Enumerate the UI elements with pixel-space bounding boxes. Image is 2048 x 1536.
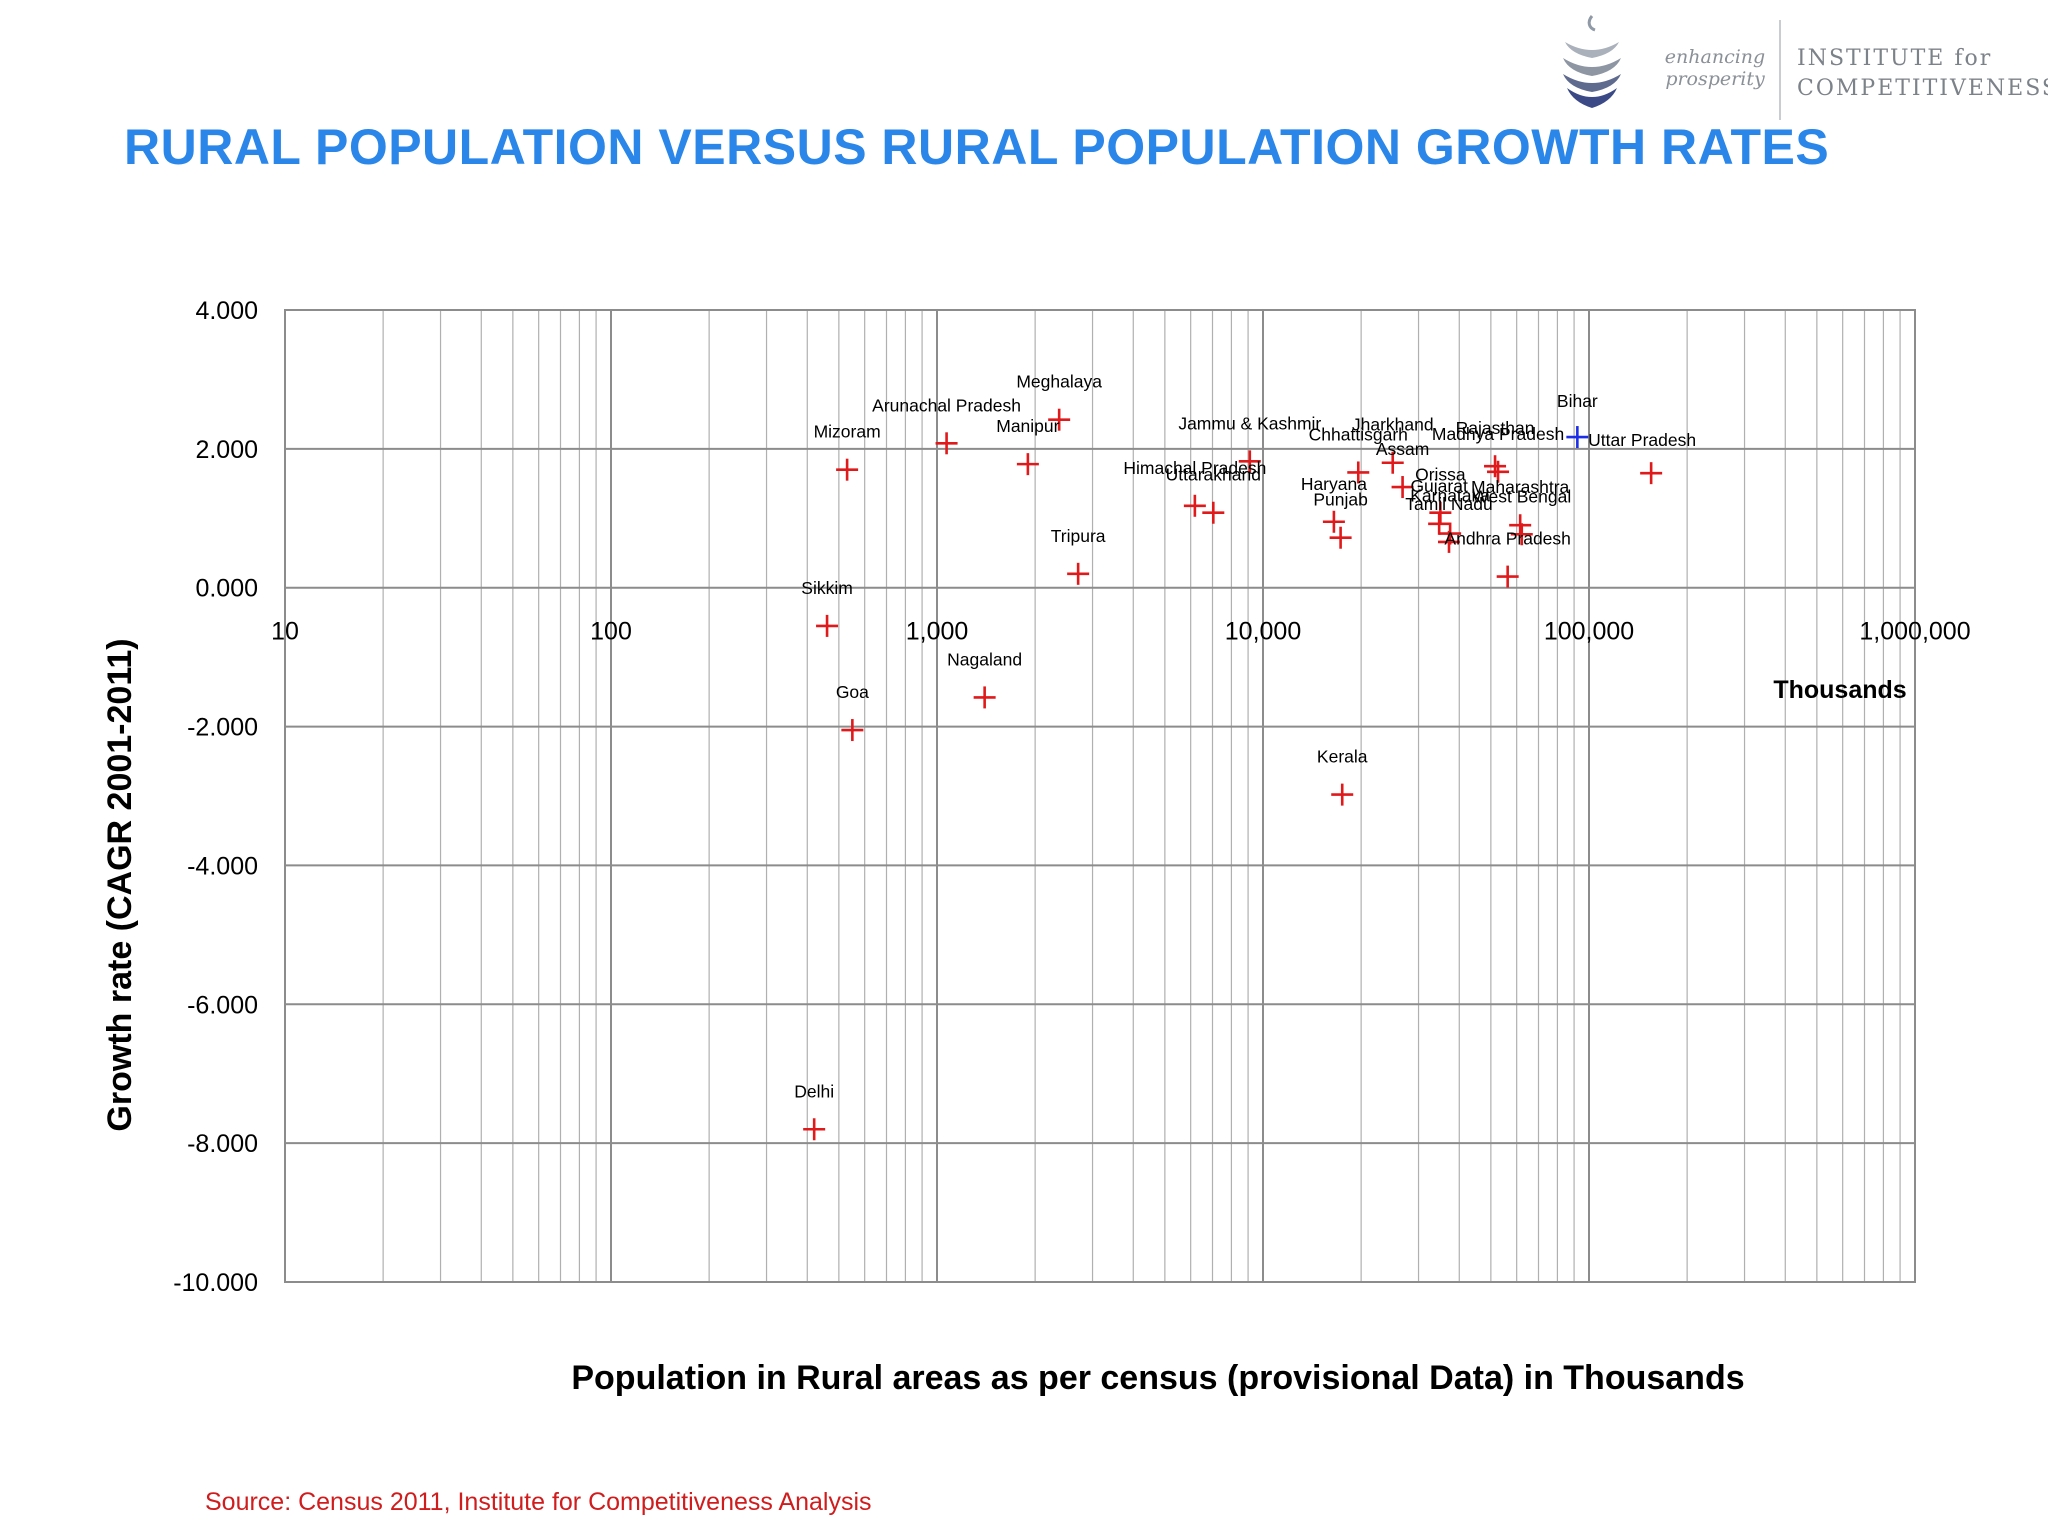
- y-tick-label: -6.000: [187, 991, 258, 1019]
- data-point: [1437, 530, 1460, 553]
- data-label: Gujarat: [1410, 476, 1468, 496]
- data-point: [1566, 426, 1589, 449]
- data-label: Delhi: [794, 1081, 834, 1101]
- x-tick-label: 100,000: [1544, 618, 1634, 646]
- logo-org-line2: COMPETITIVENESS: [1797, 76, 2048, 101]
- x-unit-label: Thousands: [1773, 676, 1906, 704]
- x-axis-title: Population in Rural areas as per census …: [571, 1359, 1744, 1397]
- y-tick-label: 0.000: [195, 575, 258, 603]
- data-point: [1510, 523, 1533, 546]
- data-point: [1428, 512, 1451, 535]
- y-tick-label: 4.000: [195, 297, 258, 325]
- data-point: [1487, 460, 1510, 483]
- data-label: Kerala: [1317, 747, 1368, 767]
- x-tick-label: 1,000,000: [1859, 618, 1970, 646]
- logo-org-name: INSTITUTE for COMPETITIVENESS: [1797, 44, 2048, 104]
- data-point: [1202, 501, 1225, 524]
- y-tick-label: -10.000: [173, 1269, 258, 1297]
- data-label: Uttar Pradesh: [1588, 430, 1696, 450]
- x-tick-label: 100: [590, 618, 632, 646]
- data-label: Goa: [836, 682, 869, 702]
- logo-divider: [1779, 20, 1781, 120]
- x-tick-label: 10,000: [1225, 618, 1301, 646]
- data-point: [1329, 526, 1352, 549]
- data-label: Jharkhand: [1352, 415, 1434, 435]
- data-label: Nagaland: [947, 649, 1022, 669]
- logo-tagline-line2: prosperity: [1665, 68, 1765, 90]
- data-point: [1331, 783, 1354, 806]
- source-note: Source: Census 2011, Institute for Compe…: [205, 1488, 872, 1516]
- data-label: Meghalaya: [1016, 372, 1102, 392]
- data-label: Madhya Pradesh: [1432, 424, 1564, 444]
- logo-org-line1: INSTITUTE for: [1797, 46, 1993, 71]
- plot-area: [284, 309, 1916, 1283]
- y-tick-label: -4.000: [187, 852, 258, 880]
- data-label: Maharashtra: [1471, 477, 1570, 497]
- data-label: Tamil Nadu: [1405, 494, 1493, 514]
- data-label: Himachal Pradesh: [1123, 458, 1266, 478]
- data-point: [1484, 455, 1507, 478]
- stacked-leaves-logo-icon: [1563, 15, 1621, 108]
- data-point: [836, 458, 859, 481]
- data-label: Chhattisgarh: [1309, 424, 1408, 444]
- x-tick-label: 1,000: [906, 618, 969, 646]
- data-point: [1509, 514, 1532, 537]
- data-point: [1640, 462, 1663, 485]
- data-point: [1016, 453, 1039, 476]
- data-point: [841, 719, 864, 742]
- data-point: [816, 614, 839, 637]
- y-axis-title: Growth rate (CAGR 2001-2011): [101, 638, 139, 1131]
- y-tick-label: -8.000: [187, 1130, 258, 1158]
- data-label: Tripura: [1051, 526, 1106, 546]
- data-label: Karnataka: [1410, 486, 1490, 506]
- y-tick-label: -2.000: [187, 714, 258, 742]
- data-point: [1381, 451, 1404, 474]
- x-tick-label: 10: [271, 618, 299, 646]
- logo-tagline: enhancing prosperity: [1660, 46, 1770, 90]
- data-label: Orissa: [1415, 465, 1466, 485]
- data-label: Assam: [1376, 439, 1429, 459]
- logo-tagline-line1: enhancing: [1664, 46, 1766, 68]
- data-label: West Bengal: [1472, 486, 1571, 506]
- data-point: [1347, 461, 1370, 484]
- data-point: [1067, 562, 1090, 585]
- data-label: Jammu & Kashmir: [1178, 413, 1321, 433]
- data-label: Andhra Pradesh: [1444, 529, 1570, 549]
- data-point: [973, 686, 996, 709]
- data-label: Bihar: [1557, 391, 1598, 411]
- data-point: [1391, 476, 1414, 499]
- logo: enhancing prosperity INSTITUTE for COMPE…: [1555, 8, 2048, 128]
- data-point: [1496, 565, 1519, 588]
- data-point: [1048, 408, 1071, 431]
- page-title: RURAL POPULATION VERSUS RURAL POPULATION…: [124, 119, 1830, 175]
- data-point: [1322, 510, 1345, 533]
- data-label: Sikkim: [801, 578, 853, 598]
- data-label: Mizoram: [814, 422, 881, 442]
- data-point: [803, 1118, 826, 1141]
- data-label: Manipur: [996, 416, 1059, 436]
- data-point: [1183, 494, 1206, 517]
- data-label: Uttarakhand: [1166, 465, 1261, 485]
- data-label: Arunachal Pradesh: [872, 395, 1021, 415]
- y-tick-label: 2.000: [195, 436, 258, 464]
- data-label: Haryana: [1301, 474, 1367, 494]
- data-label: Rajasthan: [1456, 418, 1535, 438]
- data-label: Punjab: [1313, 490, 1368, 510]
- data-point: [935, 432, 958, 455]
- data-point: [1238, 450, 1261, 473]
